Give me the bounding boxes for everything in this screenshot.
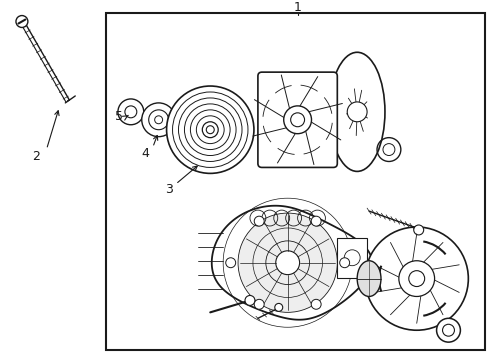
Circle shape — [437, 318, 461, 342]
Ellipse shape — [357, 261, 381, 297]
Bar — [337, 238, 367, 278]
Circle shape — [226, 258, 236, 268]
Circle shape — [284, 106, 312, 134]
Circle shape — [245, 296, 255, 305]
Ellipse shape — [329, 52, 385, 171]
Circle shape — [275, 303, 283, 311]
Polygon shape — [212, 206, 372, 320]
Circle shape — [202, 122, 218, 138]
Circle shape — [311, 299, 321, 309]
FancyBboxPatch shape — [258, 72, 337, 167]
Circle shape — [442, 324, 454, 336]
Circle shape — [409, 271, 425, 287]
Circle shape — [206, 126, 214, 134]
Circle shape — [291, 113, 305, 127]
Circle shape — [311, 216, 321, 226]
Text: 4: 4 — [142, 147, 149, 160]
Text: 1: 1 — [294, 1, 301, 14]
Text: 5: 5 — [115, 110, 123, 123]
Circle shape — [340, 258, 350, 268]
Circle shape — [365, 227, 468, 330]
Circle shape — [399, 261, 435, 297]
Circle shape — [16, 15, 28, 27]
Circle shape — [155, 116, 163, 124]
Circle shape — [125, 106, 137, 118]
Circle shape — [118, 99, 144, 125]
Circle shape — [238, 213, 337, 312]
Circle shape — [167, 86, 254, 174]
Bar — [106, 13, 485, 350]
Circle shape — [276, 251, 299, 275]
Circle shape — [414, 225, 424, 235]
Text: 2: 2 — [33, 150, 41, 163]
Text: 3: 3 — [165, 183, 172, 196]
Circle shape — [347, 102, 367, 122]
Circle shape — [148, 110, 169, 130]
Circle shape — [254, 299, 264, 309]
Circle shape — [142, 103, 175, 137]
Circle shape — [254, 216, 264, 226]
